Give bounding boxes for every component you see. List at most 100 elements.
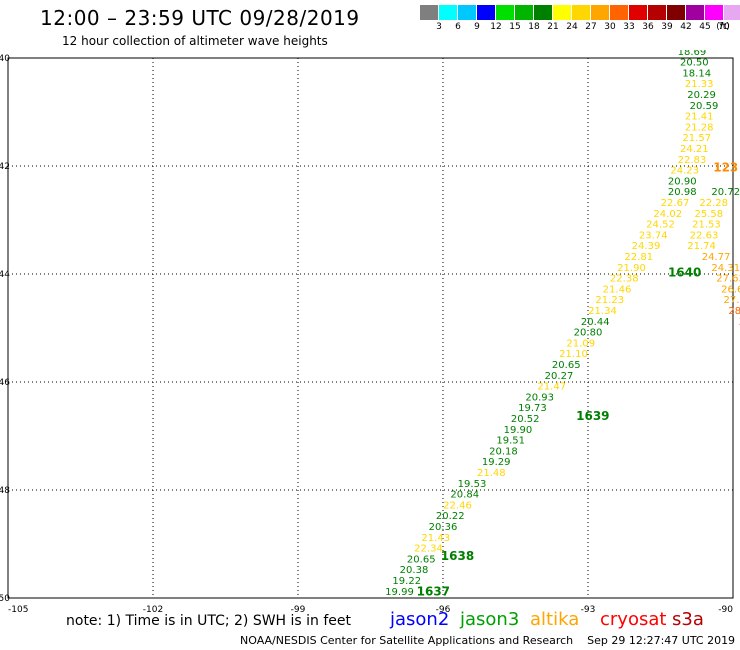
wave-height-value: 22.28 [699,198,728,209]
wave-height-value: 34 [739,317,740,328]
wave-height-value: 27.13 [724,295,740,306]
wave-height-value: 21.34 [588,306,617,317]
wave-height-value: 26.68 [721,284,740,295]
wave-height-value: 20.65 [407,554,436,565]
wave-height-value: 19.29 [482,457,511,468]
satellite-legend-jason3: jason3 [460,609,520,630]
scale-swatch [705,5,724,20]
scale-label: 18 [528,22,540,32]
footer-credit: NOAA/NESDIS Center for Satellite Applica… [240,634,735,647]
scale-swatch [534,5,553,20]
wave-height-value: 23.74 [639,230,668,241]
wave-height-value: 20.44 [581,317,610,328]
lon-label: -90 [718,605,733,612]
scale-swatch [572,5,591,20]
track-time-label: 1640 [668,266,701,280]
wave-height-value: 22.83 [678,155,707,166]
scale-label: 24 [566,22,578,32]
wave-height-value: 20.90 [668,176,697,187]
scale-swatch [629,5,648,20]
wave-height-value: 21.41 [685,112,714,123]
wave-height-value: 24.52 [646,220,675,231]
wave-height-value: 28.00 [728,306,740,317]
satellite-legend-jason2: jason2 [390,609,450,630]
scale-swatch [667,5,686,20]
satellite-legend-altika: altika [530,609,580,630]
lon-label: -99 [291,605,306,612]
wave-height-value: 20.29 [687,90,716,101]
wave-height-value: 20.36 [429,522,458,533]
wave-height-value: 24.23 [670,166,699,177]
lat-label: -48 [0,486,10,496]
scale-swatch [648,5,667,20]
scale-swatch [610,5,629,20]
lon-label: -93 [581,605,596,612]
wave-height-value: 19.53 [458,479,487,490]
scale-label: 21 [547,22,559,32]
wave-height-value: 24.21 [680,144,709,155]
scale-label: 70 [718,22,730,32]
wave-height-value: 22.81 [624,252,653,263]
lon-label: -96 [436,605,451,612]
wave-height-value: 21.23 [595,295,624,306]
lon-label: -102 [143,605,163,612]
wave-height-value: 21.90 [617,263,646,274]
wave-height-value: 24.39 [632,241,661,252]
wave-height-value: 20.72 [711,187,740,198]
wave-height-value: 22.34 [414,544,443,555]
wave-height-value: 21.28 [685,122,714,133]
wave-height-value: 24.77 [702,252,731,263]
wave-height-value: 20.98 [668,187,697,198]
wave-height-scale-labels: 3 6 9 12 15 18 21 24 27 30 33 36 39 42 45 70 (ft) [420,22,740,34]
page-title: 12:00 – 23:59 UTC 09/28/2019 [40,6,360,30]
wave-height-value: 24.31 [711,263,740,274]
scale-swatch [553,5,572,20]
scale-label: 6 [455,22,461,32]
wave-height-value: 22.67 [661,198,690,209]
lat-label: -46 [0,378,10,388]
scale-label: 3 [436,22,442,32]
track-time-label: 1639 [576,409,609,423]
wave-height-value: 21.10 [559,349,588,360]
scale-label: 42 [680,22,692,32]
scale-swatch [591,5,610,20]
satellite-legend-cryosat: cryosat [600,609,667,630]
wave-height-value: 16.86 [675,36,704,47]
wave-height-value: 20.50 [680,58,709,69]
wave-height-value: 21.53 [692,220,721,231]
scale-label: 36 [642,22,654,32]
map-frame [7,57,734,599]
wave-height-value: 22.46 [443,500,472,511]
wave-height-value: 21.74 [687,241,716,252]
wave-height-value: 25.58 [695,209,724,220]
scale-swatch [458,5,477,20]
wave-height-value: 20.27 [545,371,574,382]
wave-height-value: 21.48 [477,468,506,479]
lat-label: -40 [0,54,10,64]
satellite-legend-s3a: s3a [672,609,704,630]
scale-label: 39 [661,22,673,32]
timestamp-text: Sep 29 12:27:47 UTC 2019 [587,634,736,647]
wave-height-value: 24.02 [653,209,682,220]
scale-label: 27 [585,22,597,32]
wave-height-value: 18.69 [678,47,707,58]
wave-height-map: -40 -42 -44 -46 -48 -50-105 -102 -99 -96 -93 -90 19… [0,36,740,612]
wave-height-value: 19.51 [496,436,525,447]
wave-height-value: 19.22 [392,576,421,587]
wave-height-value: 20.22 [436,511,465,522]
wave-height-value: 21.33 [685,79,714,90]
wave-height-value: 20.65 [552,360,581,371]
wave-height-value: 20.52 [511,414,540,425]
credit-text: NOAA/NESDIS Center for Satellite Applica… [240,634,574,647]
scale-swatch [420,5,439,20]
track-time-label: 1637 [417,584,450,598]
wave-height-value: 20.38 [400,565,429,576]
wave-height-value: 19.90 [504,425,533,436]
wave-height-color-scale [420,5,740,20]
track-time-label: 123 [713,160,738,174]
scale-label: 45 [699,22,711,32]
wave-height-value: 20.93 [525,392,554,403]
wave-height-value: 21.57 [682,133,711,144]
wave-height-value: 20.84 [450,490,479,501]
scale-swatch [515,5,534,20]
